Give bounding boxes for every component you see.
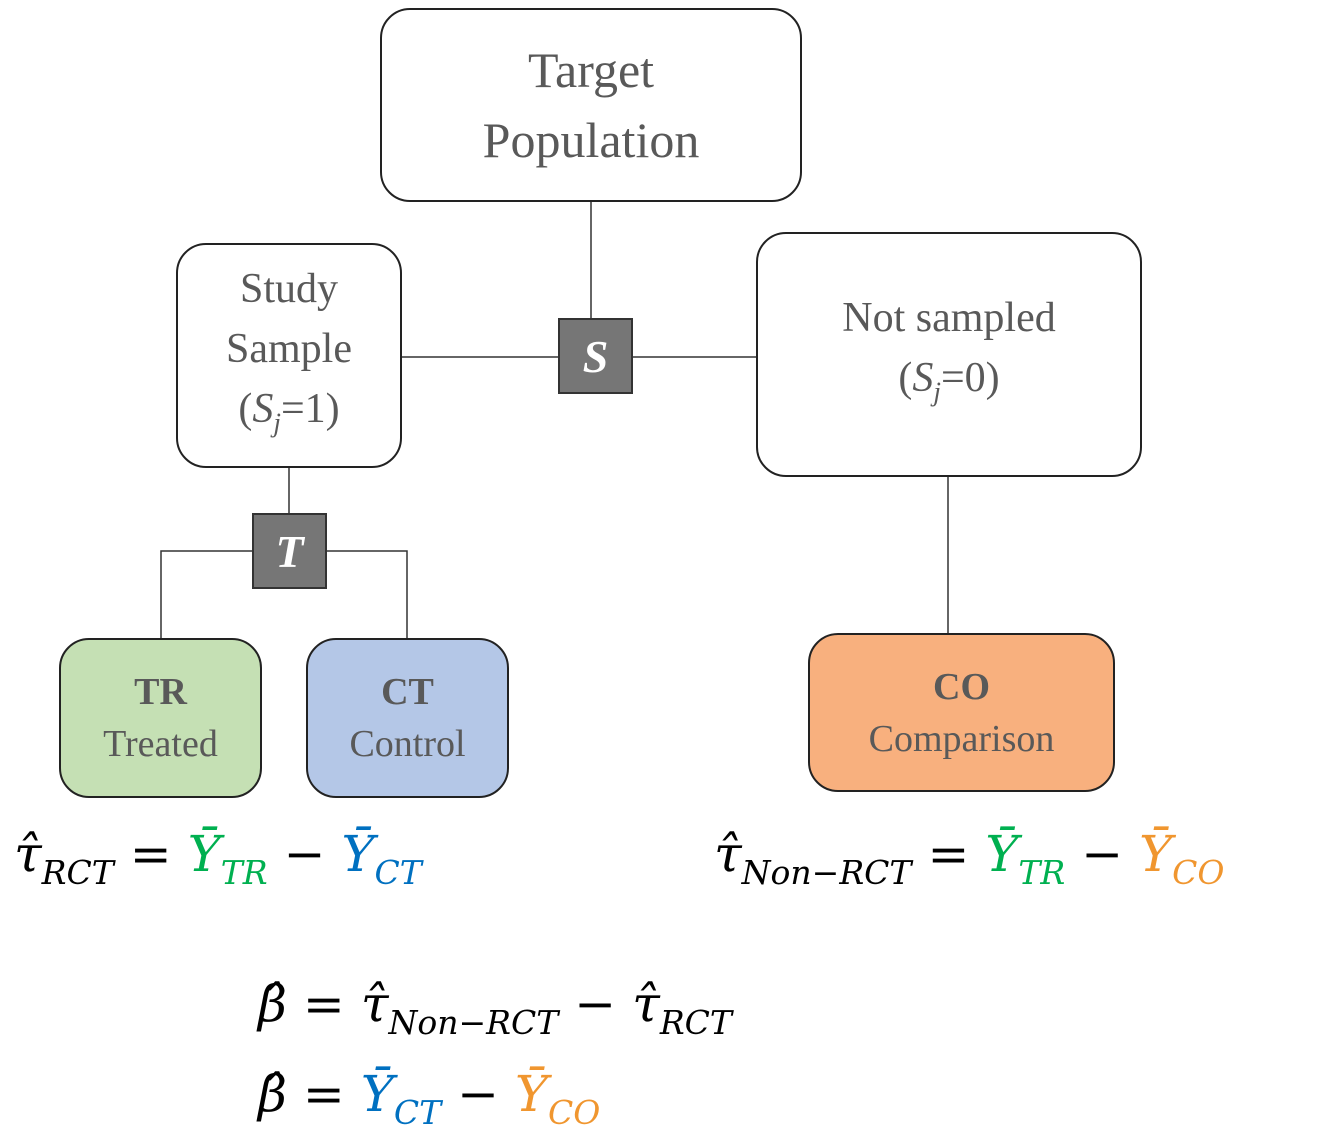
study-sample-box: Study Sample (Sj=1) [176,243,402,468]
symbol: τ̂ [14,825,42,883]
box-label: Treated [103,723,218,765]
operator-symbol: = [927,825,970,883]
text: =0) [940,354,1000,401]
operator-symbol: = [302,1065,345,1123]
symbol: Ȳ [187,825,221,883]
symbol: S [252,385,274,432]
subscript: TR [1018,853,1066,893]
operator-symbol: − [457,1065,499,1123]
box-code: CO [933,665,990,708]
subscript: TR [220,853,268,893]
box-label: Comparison [868,717,1055,760]
box-label: Not sampled [842,294,1056,341]
operator: = [927,825,969,883]
connector [160,550,252,638]
equation: τ̂Non−RCT = ȲTR − ȲCO [714,825,1224,892]
math-term: τ̂RCT [14,825,114,892]
operator: − [284,825,326,883]
text: ( [238,385,253,432]
subscript: RCT [41,853,114,893]
symbol: Ȳ [1139,825,1173,883]
text: =1) [280,385,340,432]
operator-symbol: = [129,825,172,883]
math-term: τ̂RCT [632,975,732,1042]
box-label: Target [527,42,655,98]
subscript: CO [548,1093,601,1133]
equation: τ̂RCT = ȲTR − ȲCT [14,825,422,892]
t-node: T [252,513,327,589]
box-code: TR [134,671,187,713]
math-term: ȲTR [187,825,268,892]
operator-symbol: = [302,975,345,1033]
treated-box: TR Treated [59,638,262,798]
condition: (Sj=0) [898,348,999,421]
text: ( [898,354,913,401]
box-label: Population [482,112,700,168]
symbol: S [912,354,934,401]
box-label: Sample [226,325,352,372]
condition: (Sj=1) [238,379,339,452]
operator: = [303,975,345,1033]
math-term: β̂ [258,1065,287,1123]
control-box: CT Control [306,638,509,798]
operator-symbol: − [1081,825,1124,883]
symbol: Ȳ [985,825,1019,883]
subscript: RCT [659,1003,732,1043]
box-label: Study [239,265,339,312]
subscript: j [933,376,941,407]
comparison-box: CO Comparison [808,633,1115,792]
operator-symbol: − [574,975,617,1033]
subscript: Non−RCT [741,853,912,893]
subscript: Non−RCT [388,1003,559,1043]
operator: = [130,825,172,883]
math-term: ȲTR [985,825,1065,892]
symbol: Ȳ [341,825,375,883]
equation: β̂ = ȲCT − ȲCO [258,1065,600,1132]
symbol: Ȳ [360,1065,394,1123]
subscript: CT [374,853,422,893]
math-term: β̂ [258,975,287,1033]
symbol: τ̂ [632,975,660,1033]
symbol: τ̂ [714,825,742,883]
subscript: CO [1172,853,1225,893]
not-sampled-box: Not sampled (Sj=0) [756,232,1142,477]
symbol: β̂ [258,975,287,1033]
math-term: ȲCT [360,1065,441,1132]
subscript: j [273,407,281,438]
operator: − [1081,825,1123,883]
equation: β̂ = τ̂Non−RCT − τ̂RCT [258,975,732,1042]
connector [326,550,408,638]
operator-symbol: − [283,825,326,883]
symbol: τ̂ [360,975,389,1033]
target-population-box: Target Population [380,8,802,202]
symbol: Ȳ [515,1065,549,1123]
operator: − [457,1065,499,1123]
math-term: τ̂Non−RCT [360,975,558,1042]
operator: − [574,975,616,1033]
operator: = [303,1065,345,1123]
math-term: ȲCO [515,1065,600,1132]
math-term: ȲCT [341,825,421,892]
box-code: CT [381,671,434,713]
subscript: CT [393,1093,442,1133]
math-term: τ̂Non−RCT [714,825,911,892]
math-term: ȲCO [1139,825,1224,892]
symbol: β̂ [258,1065,287,1123]
box-label: Control [349,723,466,765]
s-node: S [558,318,633,394]
